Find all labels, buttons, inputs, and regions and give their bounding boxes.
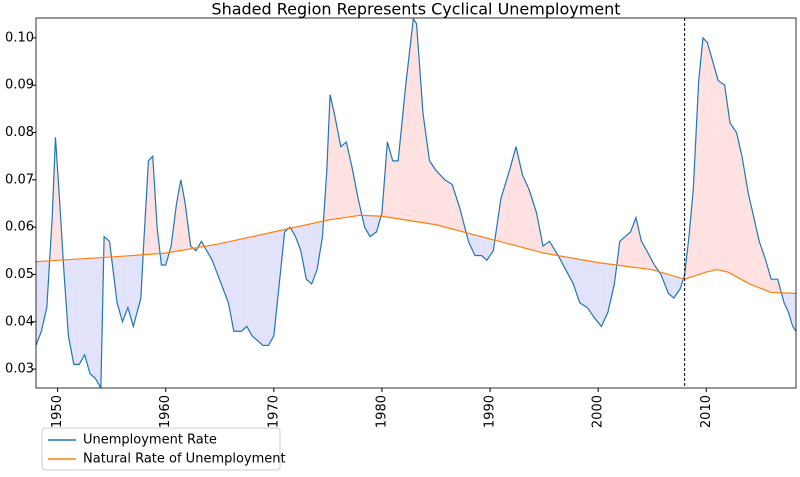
cyclical-shade bbox=[573, 258, 579, 303]
cyclical-shade bbox=[312, 222, 317, 284]
cyclical-shade bbox=[707, 43, 712, 272]
y-tick-label: 0.03 bbox=[5, 362, 34, 377]
cyclical-shade bbox=[148, 156, 152, 254]
cyclical-shade bbox=[601, 263, 607, 326]
cyclical-shade bbox=[784, 293, 788, 312]
y-tick-label: 0.10 bbox=[5, 30, 34, 45]
cyclical-shade bbox=[263, 233, 268, 345]
legend-label: Natural Rate of Unemployment bbox=[83, 452, 286, 467]
cyclical-shade bbox=[625, 232, 630, 267]
legend-label: Unemployment Rate bbox=[83, 433, 217, 448]
y-tick-label: 0.04 bbox=[5, 314, 34, 329]
x-tick-label: 1950 bbox=[50, 395, 65, 428]
chart-title: Shaded Region Represents Cyclical Unempl… bbox=[211, 0, 620, 19]
cyclical-shade bbox=[529, 189, 537, 251]
cyclical-shade bbox=[258, 234, 263, 345]
cyclical-shade bbox=[306, 224, 311, 284]
cyclical-shade bbox=[703, 38, 707, 273]
plot-area bbox=[36, 19, 796, 388]
cyclical-shade bbox=[268, 232, 273, 346]
cyclical-shade bbox=[90, 258, 95, 379]
cyclical-shade bbox=[718, 80, 724, 271]
cyclical-shade bbox=[566, 257, 574, 284]
cyclical-shade bbox=[247, 237, 252, 336]
y-tick-label: 0.09 bbox=[5, 78, 34, 93]
cyclical-shade bbox=[274, 231, 279, 336]
cyclical-shade bbox=[417, 24, 423, 223]
cyclical-shade bbox=[161, 253, 165, 265]
y-tick-label: 0.08 bbox=[5, 125, 34, 140]
y-tick-label: 0.05 bbox=[5, 267, 34, 282]
cyclical-shade bbox=[370, 216, 376, 237]
y-tick-label: 0.06 bbox=[5, 220, 34, 235]
cyclical-shade bbox=[133, 255, 141, 327]
cyclical-shade bbox=[413, 19, 416, 222]
y-tick-label: 0.07 bbox=[5, 172, 34, 187]
cyclical-shade bbox=[430, 161, 436, 225]
cyclical-shade bbox=[452, 185, 460, 231]
cyclical-shade bbox=[759, 241, 765, 290]
cyclical-shade bbox=[223, 242, 228, 303]
cyclical-shade bbox=[393, 161, 398, 219]
cyclical-shade bbox=[730, 123, 736, 277]
cyclical-shade bbox=[365, 215, 370, 236]
cyclical-shade bbox=[793, 293, 796, 331]
x-tick-label: 1990 bbox=[483, 395, 498, 428]
cyclical-shade bbox=[475, 235, 481, 256]
cyclical-shade bbox=[580, 259, 588, 307]
x-tick-label: 2000 bbox=[591, 395, 606, 428]
cyclical-shade bbox=[79, 259, 84, 365]
x-tick-label: 1980 bbox=[374, 395, 389, 428]
cyclical-shade bbox=[788, 293, 792, 326]
cyclical-shade bbox=[594, 262, 602, 327]
cyclical-shade bbox=[423, 114, 429, 224]
cyclical-shade bbox=[501, 170, 510, 244]
cyclical-shade bbox=[234, 239, 242, 331]
cyclical-shade bbox=[252, 235, 257, 340]
cyclical-shade bbox=[713, 62, 718, 271]
cyclical-shade bbox=[241, 238, 246, 331]
cyclical-shade bbox=[771, 279, 777, 292]
cyclical-shade bbox=[74, 259, 79, 364]
cyclical-shade bbox=[95, 258, 100, 388]
x-tick-label: 2010 bbox=[699, 395, 714, 428]
cyclical-shade bbox=[445, 180, 453, 229]
x-tick-label: 1970 bbox=[266, 395, 281, 428]
cyclical-shade bbox=[674, 276, 680, 298]
cyclical-shade bbox=[341, 142, 346, 218]
cyclical-shade bbox=[510, 147, 516, 246]
legend: Unemployment Rate Natural Rate of Unemplo… bbox=[42, 428, 286, 470]
cyclical-shade bbox=[487, 238, 493, 260]
cyclical-shade bbox=[122, 256, 127, 322]
x-tick-label: 1960 bbox=[158, 395, 173, 428]
cyclical-shade bbox=[636, 218, 641, 269]
cyclical-shade bbox=[212, 244, 217, 274]
